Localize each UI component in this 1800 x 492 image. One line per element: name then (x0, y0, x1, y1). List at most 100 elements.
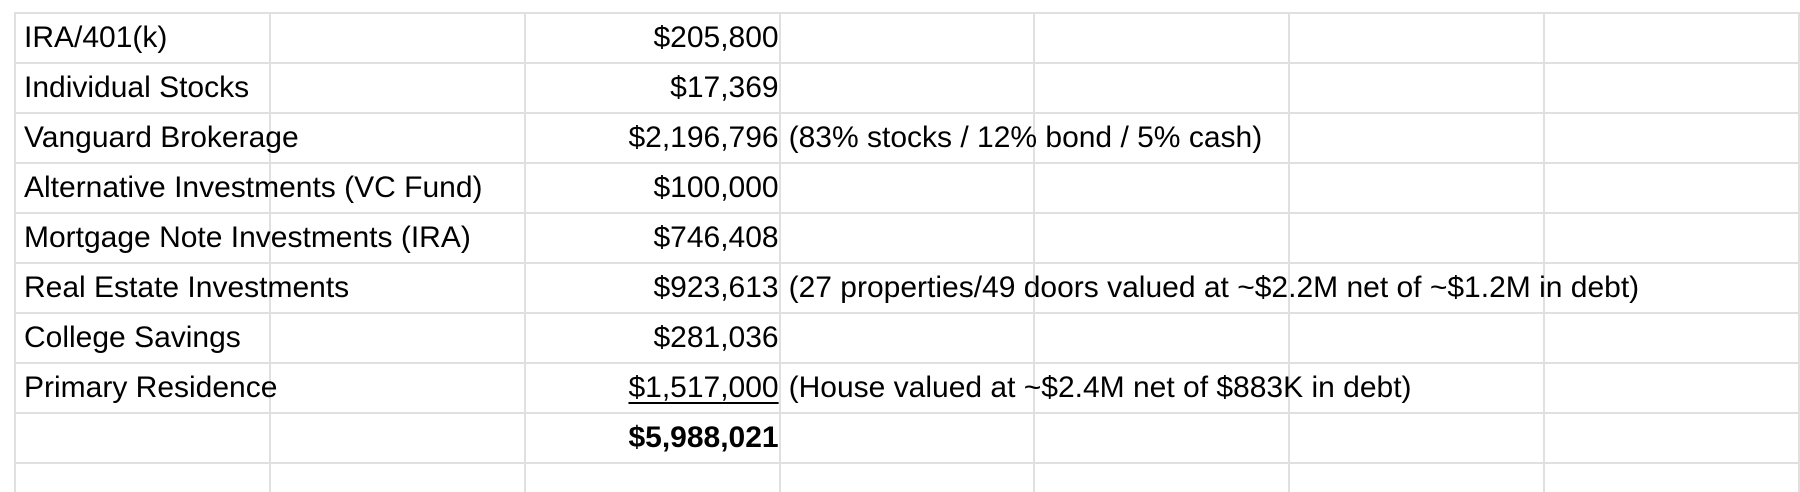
cell-label[interactable]: Mortgage Note Investments (IRA) (14, 212, 471, 264)
cell[interactable] (1543, 412, 1800, 464)
row-value: $17,369 (670, 71, 779, 104)
table-row-partial (14, 462, 1800, 492)
row-value: $746,408 (653, 221, 779, 254)
total-value: $5,988,021 (628, 421, 779, 454)
cell-label[interactable]: Individual Stocks (14, 62, 271, 114)
cell[interactable] (268, 12, 526, 64)
cell[interactable] (1288, 212, 1546, 264)
cell-note[interactable]: (27 properties/49 doors valued at ~$2.2M… (778, 262, 1639, 314)
cell-note[interactable] (778, 212, 1036, 264)
cell[interactable] (268, 412, 526, 464)
cell[interactable] (268, 262, 526, 314)
cell[interactable] (1033, 462, 1291, 492)
cell[interactable] (1543, 112, 1800, 164)
row-value: $100,000 (653, 171, 779, 204)
cell[interactable] (1543, 362, 1800, 414)
cell[interactable] (1033, 362, 1291, 414)
cell-label[interactable]: Vanguard Brokerage (14, 112, 299, 164)
row-label: Individual Stocks (24, 71, 250, 104)
table-row: College Savings $281,036 (14, 312, 1800, 364)
cell-label[interactable] (14, 412, 271, 464)
cell-label[interactable]: Alternative Investments (VC Fund) (14, 162, 483, 214)
cell[interactable] (1288, 462, 1546, 492)
cell-label[interactable]: Primary Residence (14, 362, 277, 414)
cell[interactable] (1543, 262, 1800, 314)
cell-value[interactable]: $205,800 (523, 12, 781, 64)
cell-value[interactable]: $17,369 (523, 62, 781, 114)
cell[interactable] (1288, 162, 1546, 214)
cell[interactable] (1288, 362, 1546, 414)
cell[interactable] (1033, 112, 1291, 164)
cell[interactable] (523, 462, 781, 492)
cell[interactable] (1033, 162, 1291, 214)
cell[interactable] (268, 462, 526, 492)
cell[interactable] (268, 312, 526, 364)
cell-total-value[interactable]: $5,988,021 (523, 412, 781, 464)
cell[interactable] (1033, 262, 1291, 314)
cell[interactable] (1033, 62, 1291, 114)
cell[interactable] (778, 462, 1036, 492)
cell[interactable] (1033, 412, 1291, 464)
row-note: (27 properties/49 doors valued at ~$2.2M… (788, 271, 1640, 304)
cell[interactable] (1543, 62, 1800, 114)
row-value: $205,800 (653, 21, 779, 54)
cell[interactable] (1288, 262, 1546, 314)
cell-value[interactable]: $746,408 (523, 212, 781, 264)
row-label: College Savings (24, 321, 241, 354)
cell[interactable] (1543, 162, 1800, 214)
row-value: $1,517,000 (628, 371, 779, 404)
table-row: Alternative Investments (VC Fund) $100,0… (14, 162, 1800, 214)
cell[interactable] (1543, 462, 1800, 492)
row-value: $281,036 (653, 321, 779, 354)
cell[interactable] (1543, 212, 1800, 264)
total-row: $5,988,021 (14, 412, 1800, 464)
cell[interactable] (778, 412, 1036, 464)
row-label: Alternative Investments (VC Fund) (24, 171, 483, 204)
cell-note[interactable]: (House valued at ~$2.4M net of $883K in … (778, 362, 1412, 414)
cell-value[interactable]: $100,000 (523, 162, 781, 214)
cell[interactable] (268, 162, 526, 214)
cell[interactable] (1288, 62, 1546, 114)
row-label: Primary Residence (24, 371, 278, 404)
cell[interactable] (1033, 312, 1291, 364)
row-note: (House valued at ~$2.4M net of $883K in … (788, 371, 1412, 404)
table-row: IRA/401(k) $205,800 (14, 12, 1800, 64)
cell-value[interactable]: $281,036 (523, 312, 781, 364)
cell-note[interactable] (778, 312, 1036, 364)
cell-value[interactable]: $1,517,000 (523, 362, 781, 414)
cell-value[interactable]: $923,613 (523, 262, 781, 314)
row-note: (83% stocks / 12% bond / 5% cash) (788, 121, 1263, 154)
row-label: Mortgage Note Investments (IRA) (24, 221, 471, 254)
spreadsheet-grid: IRA/401(k) $205,800 Individual Stocks $1… (14, 12, 1800, 492)
cell[interactable] (1033, 212, 1291, 264)
cell[interactable] (268, 112, 526, 164)
cell[interactable] (268, 62, 526, 114)
cell[interactable] (268, 212, 526, 264)
cell-note[interactable] (778, 62, 1036, 114)
cell[interactable] (268, 362, 526, 414)
cell-note[interactable] (778, 12, 1036, 64)
cell[interactable] (1288, 12, 1546, 64)
cell[interactable] (1288, 112, 1546, 164)
cell[interactable] (14, 462, 271, 492)
table-row: Individual Stocks $17,369 (14, 62, 1800, 114)
cell[interactable] (1288, 412, 1546, 464)
row-value: $2,196,796 (628, 121, 779, 154)
row-label: Vanguard Brokerage (24, 121, 299, 154)
cell[interactable] (1033, 12, 1291, 64)
cell-label[interactable]: Real Estate Investments (14, 262, 349, 314)
cell-value[interactable]: $2,196,796 (523, 112, 781, 164)
cell-note[interactable]: (83% stocks / 12% bond / 5% cash) (778, 112, 1262, 164)
cell[interactable] (1543, 12, 1800, 64)
table-row: Mortgage Note Investments (IRA) $746,408 (14, 212, 1800, 264)
cell[interactable] (1288, 312, 1546, 364)
row-label: Real Estate Investments (24, 271, 350, 304)
table-row: Vanguard Brokerage $2,196,796 (83% stock… (14, 112, 1800, 164)
cell-label[interactable]: IRA/401(k) (14, 12, 271, 64)
cell-note[interactable] (778, 162, 1036, 214)
row-label: IRA/401(k) (24, 21, 168, 54)
table-row: Primary Residence $1,517,000 (House valu… (14, 362, 1800, 414)
cell[interactable] (1543, 312, 1800, 364)
cell-label[interactable]: College Savings (14, 312, 271, 364)
